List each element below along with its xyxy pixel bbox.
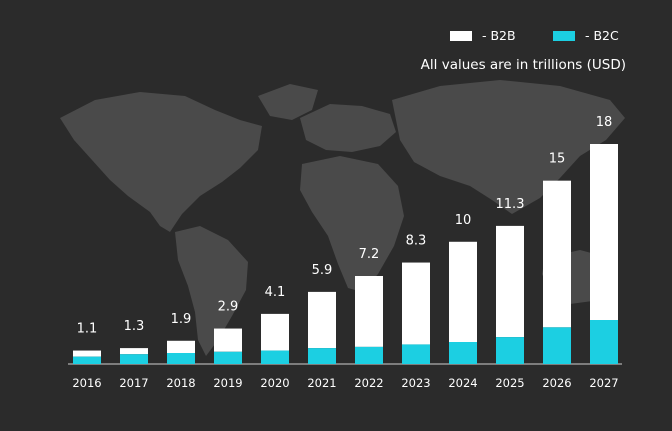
bar-b2b-2026 <box>543 180 571 328</box>
units-note: All values are in trillions (USD) <box>420 57 626 73</box>
bar-b2b-2019 <box>214 328 242 352</box>
bar-b2c-2018 <box>167 353 195 364</box>
x-tick-label-2026: 2026 <box>542 376 571 390</box>
x-tick-label-2019: 2019 <box>213 376 242 390</box>
bar-b2c-2025 <box>496 337 524 364</box>
value-label-2024: 10 <box>455 213 472 228</box>
bars-group <box>73 144 618 364</box>
legend-item-b2c: - B2C <box>553 28 619 43</box>
bar-b2b-2018 <box>167 340 195 353</box>
bar-b2c-2020 <box>261 350 289 364</box>
bar-b2b-2022 <box>355 276 383 347</box>
bar-b2c-2024 <box>449 342 477 364</box>
value-label-2027: 18 <box>596 115 613 130</box>
bar-b2b-2016 <box>73 350 101 357</box>
bar-b2c-2019 <box>214 351 242 364</box>
value-label-2022: 7.2 <box>359 247 380 262</box>
world-map-background <box>60 80 625 356</box>
legend-label-b2c: - B2C <box>585 28 619 43</box>
map-south-america <box>175 226 248 356</box>
bar-b2b-2017 <box>120 348 148 355</box>
map-greenland <box>258 84 318 120</box>
x-tick-label-2025: 2025 <box>495 376 524 390</box>
bar-b2c-2021 <box>308 348 336 364</box>
bar-b2c-2016 <box>73 356 101 364</box>
value-label-2026: 15 <box>549 152 566 167</box>
value-label-2023: 8.3 <box>406 234 427 249</box>
bar-b2c-2017 <box>120 354 148 364</box>
value-label-2025: 11.3 <box>496 197 525 212</box>
value-label-2021: 5.9 <box>312 263 333 278</box>
x-tick-labels-group: 2016 2017 2018 2019 2020 2021 2022 2023 2024 2025… <box>72 376 618 390</box>
bar-b2b-2027 <box>590 144 618 320</box>
x-tick-label-2017: 2017 <box>119 376 148 390</box>
bar-b2c-2027 <box>590 320 618 364</box>
legend-swatch-b2c <box>553 30 575 41</box>
bar-b2b-2020 <box>261 313 289 351</box>
map-asia <box>392 80 625 214</box>
bar-b2b-2025 <box>496 225 524 338</box>
value-label-2018: 1.9 <box>171 312 192 327</box>
value-label-2017: 1.3 <box>124 319 145 334</box>
x-tick-label-2022: 2022 <box>354 376 383 390</box>
x-tick-label-2016: 2016 <box>72 376 101 390</box>
bar-b2b-2021 <box>308 291 336 349</box>
legend-label-b2b: - B2B <box>482 28 516 43</box>
x-tick-label-2023: 2023 <box>401 376 430 390</box>
bar-b2c-2022 <box>355 346 383 364</box>
bar-b2c-2026 <box>543 327 571 364</box>
bar-b2b-2024 <box>449 241 477 342</box>
x-tick-label-2018: 2018 <box>166 376 195 390</box>
map-europe <box>300 104 396 152</box>
legend-swatch-b2b <box>450 30 472 41</box>
legend: - B2B - B2C <box>0 28 672 48</box>
x-tick-label-2021: 2021 <box>307 376 336 390</box>
value-label-2016: 1.1 <box>77 322 98 337</box>
value-labels-group: 1.1 1.3 1.9 2.9 4.1 5.9 7.2 8.3 10 11.3 15 18 <box>77 115 613 337</box>
value-label-2020: 4.1 <box>265 285 286 300</box>
x-tick-label-2020: 2020 <box>260 376 289 390</box>
legend-item-b2b: - B2B <box>450 28 516 43</box>
bar-b2b-2023 <box>402 262 430 345</box>
bar-b2c-2023 <box>402 344 430 364</box>
value-label-2019: 2.9 <box>218 300 239 315</box>
map-north-america <box>60 92 262 232</box>
x-tick-label-2027: 2027 <box>589 376 618 390</box>
map-africa <box>300 156 404 292</box>
x-tick-label-2024: 2024 <box>448 376 477 390</box>
